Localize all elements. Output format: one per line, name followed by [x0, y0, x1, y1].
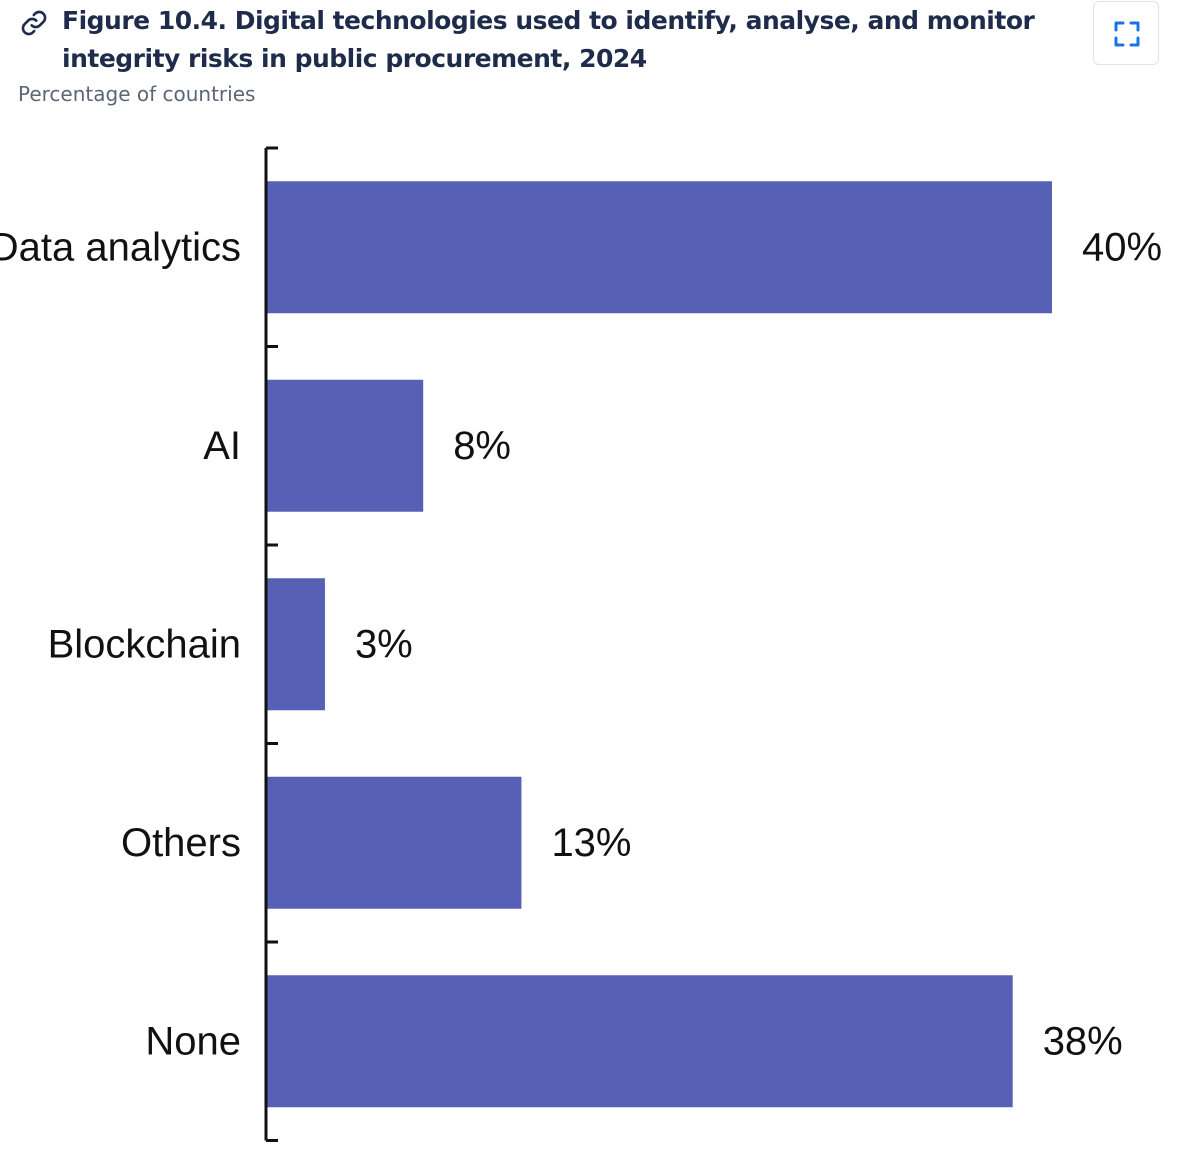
- category-label: AI: [203, 424, 241, 468]
- value-label: 8%: [453, 424, 511, 468]
- bar-others: [267, 776, 522, 909]
- category-label: Blockchain: [48, 622, 241, 666]
- value-label: 40%: [1082, 225, 1162, 269]
- category-label: None: [145, 1019, 241, 1063]
- chart-bars: [267, 181, 1052, 1108]
- figure-subtitle: Percentage of countries: [18, 82, 256, 106]
- value-label: 38%: [1043, 1019, 1123, 1063]
- bar-data-analytics: [267, 181, 1052, 314]
- chart-labels: Data analytics 40% AI 8% Blockchain 3% Others 1…: [0, 225, 1162, 1063]
- expand-icon: [1114, 21, 1140, 47]
- chart-axis: [264, 146, 278, 1142]
- link-icon[interactable]: [20, 9, 48, 37]
- bar-blockchain: [267, 578, 325, 711]
- value-label: 13%: [551, 821, 631, 865]
- figure-title: Figure 10.4. Digital technologies used t…: [62, 6, 1035, 73]
- category-label: Data analytics: [0, 225, 241, 269]
- category-label: Others: [121, 821, 241, 865]
- expand-button[interactable]: [1093, 1, 1159, 65]
- bar-chart: Data analytics 40% AI 8% Blockchain 3% Others 1…: [0, 146, 1162, 1142]
- bar-ai: [267, 379, 424, 512]
- bar-none: [267, 975, 1013, 1108]
- value-label: 3%: [355, 622, 413, 666]
